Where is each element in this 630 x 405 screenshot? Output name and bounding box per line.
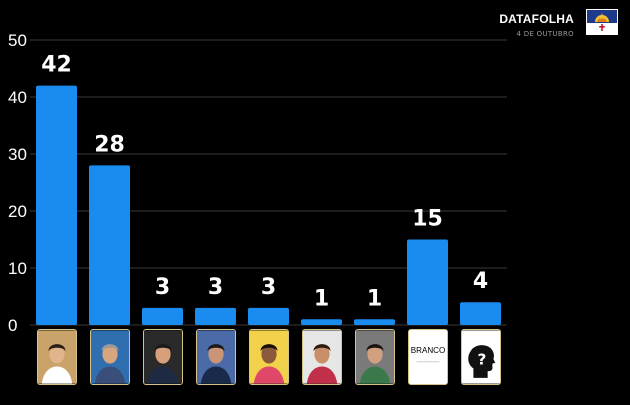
candidate-photo-icon [354,329,395,385]
candidate-photo-icon [195,329,236,385]
candidate-photo-icon [142,329,183,385]
bar-value-label: 1 [367,286,382,311]
y-tick-label: 40 [8,88,27,107]
y-tick-label: 30 [8,145,27,164]
bar-value-label: 3 [155,275,170,300]
bar-value-label: 1 [314,286,329,311]
bar-value-label: 3 [208,275,223,300]
candidate-photo-icon [248,329,289,385]
question-head-icon: ? [460,329,501,385]
survey-date: 4 DE OUTUBRO [516,30,574,38]
bar-candidate-3 [142,307,183,325]
bars [36,85,501,325]
bar-? [460,302,501,325]
bar-value-label: 28 [94,132,125,157]
bar-candidate-4 [195,307,236,325]
brand-title: DATAFOLHA [499,12,574,26]
bar-candidate-2 [89,165,130,325]
y-tick-label: 0 [8,316,17,335]
bar-value-label: 4 [473,269,488,294]
bar-candidate-5 [248,307,289,325]
pernambuco-flag-icon [586,9,618,35]
blank-vote-label: BRANCO [410,346,445,355]
y-tick-label: 20 [8,202,27,221]
candidate-photo-icon [89,329,130,385]
y-tick-label: 10 [8,259,27,278]
bar-value-label: 42 [41,53,72,78]
bar-candidate-7 [354,319,395,325]
candidate-photo-icon [301,329,342,385]
bar-candidate-6 [301,319,342,325]
bar-candidate-1 [36,85,77,325]
blank-vote-icon: BRANCO [407,329,448,385]
bar-value-label: 3 [261,275,276,300]
bar-value-label: 15 [412,207,443,232]
candidate-photo-icon [36,329,77,385]
data-labels: 42 28 3 3 3 1 1 15 4 [41,53,488,312]
y-axis: 0 10 20 30 40 50 [8,31,27,335]
bar-BRANCO [407,239,448,325]
svg-text:?: ? [477,351,486,369]
header: DATAFOLHA 4 DE OUTUBRO [499,12,574,38]
y-tick-label: 50 [8,31,27,50]
